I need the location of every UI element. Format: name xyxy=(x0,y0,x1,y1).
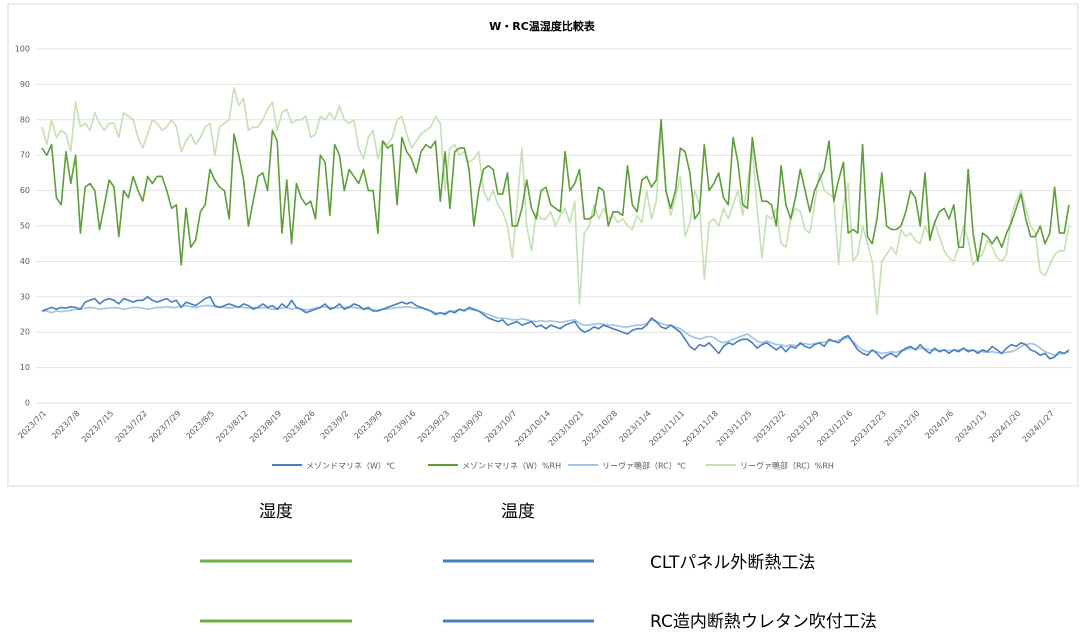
y-tick-label: 80 xyxy=(20,115,30,124)
row-label: RC造内断熱ウレタン吹付工法 xyxy=(650,612,877,632)
series-line xyxy=(42,304,1070,356)
series-line xyxy=(41,119,1070,266)
row-label: CLTパネル外断熱工法 xyxy=(650,553,815,573)
y-tick-label: 0 xyxy=(25,399,30,408)
y-tick-label: 50 xyxy=(20,222,30,231)
y-tick-label: 30 xyxy=(20,292,30,301)
y-tick-label: 10 xyxy=(20,363,30,372)
legend-table: 湿度 温度 CLTパネル外断熱工法 RC造内断熱ウレタン吹付工法 xyxy=(200,502,877,632)
column-header: 温度 xyxy=(501,502,535,522)
column-header: 湿度 xyxy=(259,502,293,522)
y-tick-label: 70 xyxy=(20,151,30,160)
legend-label: リーヴァ鴨部（RC）%RH xyxy=(740,461,834,471)
legend-label: リーヴァ鴨部（RC）℃ xyxy=(602,461,686,471)
y-tick-label: 60 xyxy=(20,186,30,195)
series-line xyxy=(41,87,1070,316)
legend-label: メゾンドマリネ（W）%RH xyxy=(462,462,561,471)
y-tick-label: 90 xyxy=(20,80,30,89)
y-tick-label: 20 xyxy=(20,328,30,337)
legend-label: メゾンドマリネ（W）℃ xyxy=(306,462,395,471)
series-line xyxy=(41,296,1070,360)
y-tick-label: 40 xyxy=(20,257,30,266)
y-tick-label: 100 xyxy=(15,45,30,54)
chart-title: W・RC温湿度比較表 xyxy=(489,19,596,33)
